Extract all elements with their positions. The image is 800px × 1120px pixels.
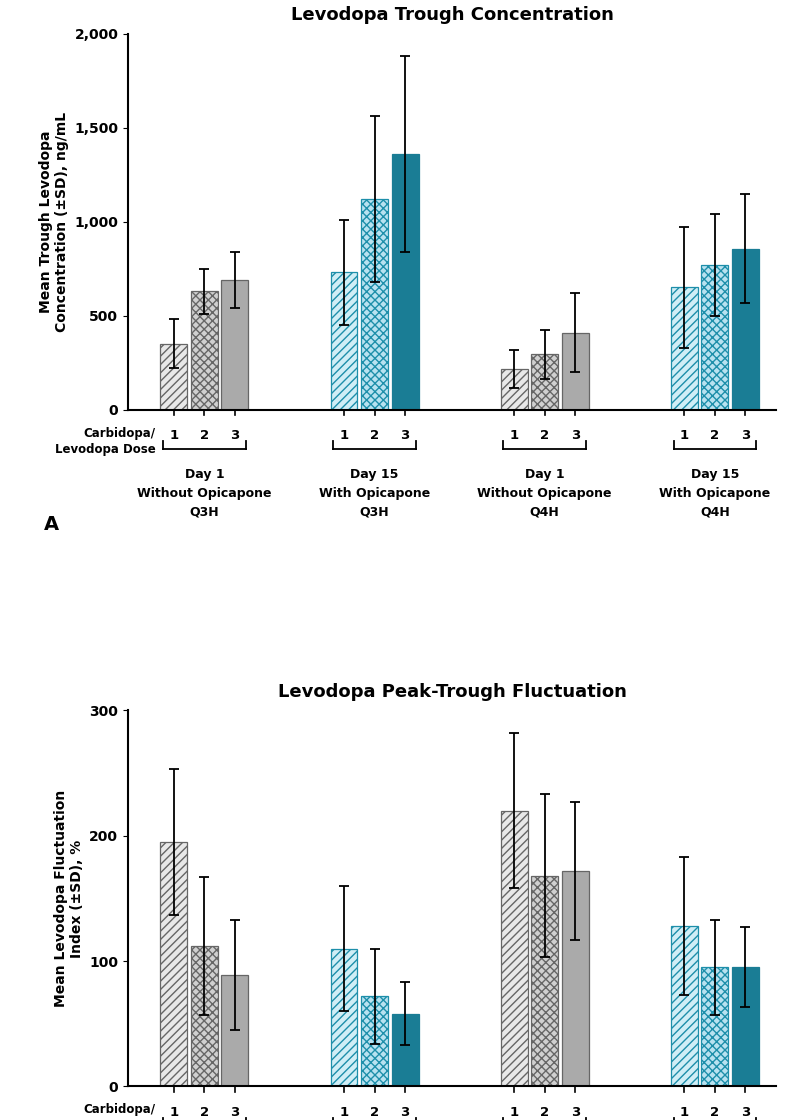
Text: 3: 3 [401, 1105, 410, 1119]
Text: 2: 2 [710, 429, 719, 442]
Text: Carbidopa/: Carbidopa/ [83, 427, 155, 439]
Text: 1: 1 [680, 429, 689, 442]
Bar [222, 280, 248, 410]
Bar [531, 876, 558, 1086]
Bar [732, 249, 759, 410]
Text: 1: 1 [170, 1105, 178, 1119]
Text: Q3H: Q3H [190, 505, 219, 519]
Text: Carbidopa/: Carbidopa/ [83, 1103, 155, 1117]
Bar [501, 370, 528, 410]
Bar [361, 996, 388, 1086]
Text: Day 1: Day 1 [525, 468, 565, 480]
Bar [531, 354, 558, 410]
Text: 3: 3 [401, 429, 410, 442]
Text: 2: 2 [200, 429, 209, 442]
Bar [330, 272, 358, 410]
Bar [222, 974, 248, 1086]
Text: Without Opicapone: Without Opicapone [478, 487, 612, 500]
Text: 2: 2 [540, 1105, 550, 1119]
Text: 1: 1 [680, 1105, 689, 1119]
Bar [732, 968, 759, 1086]
Bar [562, 333, 589, 410]
Bar [671, 926, 698, 1086]
Bar [702, 968, 728, 1086]
Text: 3: 3 [230, 1105, 239, 1119]
Text: 2: 2 [540, 429, 550, 442]
Bar [671, 288, 698, 410]
Text: 3: 3 [570, 429, 580, 442]
Bar [160, 344, 187, 410]
Text: 1: 1 [170, 429, 178, 442]
Bar [361, 199, 388, 410]
Text: Q4H: Q4H [530, 505, 560, 519]
Text: Without Opicapone: Without Opicapone [137, 487, 272, 500]
Text: 3: 3 [570, 1105, 580, 1119]
Text: 1: 1 [510, 429, 518, 442]
Y-axis label: Mean Levodopa Fluctuation
Index (±SD), %: Mean Levodopa Fluctuation Index (±SD), % [54, 790, 84, 1007]
Text: With Opicapone: With Opicapone [319, 487, 430, 500]
Bar [392, 153, 418, 410]
Text: Day 1: Day 1 [185, 468, 224, 480]
Bar [330, 949, 358, 1086]
Text: 3: 3 [230, 429, 239, 442]
Text: 2: 2 [370, 1105, 379, 1119]
Text: Q3H: Q3H [360, 505, 390, 519]
Text: 1: 1 [339, 429, 349, 442]
Y-axis label: Mean Trough Levodopa
Concentration (±SD), ng/mL: Mean Trough Levodopa Concentration (±SD)… [38, 112, 69, 332]
Bar [191, 291, 218, 410]
Title: Levodopa Trough Concentration: Levodopa Trough Concentration [290, 6, 614, 24]
Text: 2: 2 [710, 1105, 719, 1119]
Text: Q4H: Q4H [700, 505, 730, 519]
Text: 1: 1 [510, 1105, 518, 1119]
Text: 3: 3 [741, 1105, 750, 1119]
Text: Day 15: Day 15 [690, 468, 739, 480]
Bar [191, 946, 218, 1086]
Bar [392, 1014, 418, 1086]
Bar [702, 264, 728, 410]
Text: 3: 3 [741, 429, 750, 442]
Bar [160, 842, 187, 1086]
Text: A: A [44, 515, 59, 534]
Text: With Opicapone: With Opicapone [659, 487, 770, 500]
Text: Levodopa Dose: Levodopa Dose [54, 444, 155, 457]
Text: 2: 2 [370, 429, 379, 442]
Bar [562, 871, 589, 1086]
Text: Day 15: Day 15 [350, 468, 398, 480]
Bar [501, 811, 528, 1086]
Title: Levodopa Peak-Trough Fluctuation: Levodopa Peak-Trough Fluctuation [278, 682, 626, 700]
Text: 2: 2 [200, 1105, 209, 1119]
Text: 1: 1 [339, 1105, 349, 1119]
